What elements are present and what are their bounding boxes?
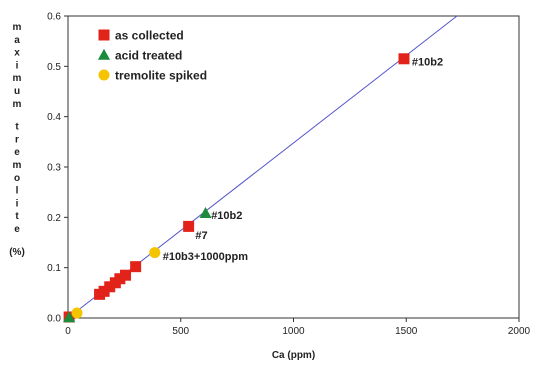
legend-label: as collected: [115, 29, 184, 43]
y-axis-title-glyph: m: [13, 160, 22, 171]
point-annotations: #10b2 #10b2 #7 #10b3+1000ppm: [163, 56, 443, 263]
y-axis-title-glyph: i: [16, 60, 19, 71]
x-axis-title: Ca (ppm): [272, 350, 315, 361]
point-as-collected: [130, 261, 142, 273]
legend-label: tremolite spiked: [115, 69, 207, 83]
annotation-label: #10b2: [412, 56, 443, 68]
y-axis-title-glyph: t: [15, 211, 19, 222]
point-as-collected: [398, 53, 410, 65]
y-tick-label: 0.5: [47, 62, 61, 73]
legend-marker-tremolite-spiked: [98, 69, 110, 81]
x-tick-label: 500: [172, 326, 189, 337]
y-axis-title-glyph: (%): [9, 247, 25, 258]
annotation-label: #10b3+1000ppm: [163, 251, 249, 263]
data-points: [63, 53, 410, 323]
y-axis-title-glyph: m: [13, 22, 22, 33]
y-tick-label: 0.4: [47, 112, 61, 123]
y-axis-title-glyph: l: [16, 186, 19, 197]
y-axis-title-glyph: x: [14, 48, 20, 59]
point-tremolite-spiked: [149, 247, 161, 259]
y-axis-title-glyph: i: [16, 198, 19, 209]
annotation-label: #10b2: [211, 210, 242, 222]
x-tick-label: 1000: [282, 326, 305, 337]
legend-marker-as-collected: [98, 29, 110, 41]
point-as-collected: [120, 269, 132, 281]
point-as-collected: [104, 281, 116, 293]
y-axis-title-glyph: r: [15, 134, 19, 145]
point-as-collected: [114, 273, 126, 285]
annotation-label: #7: [195, 230, 207, 242]
x-tick-label: 2000: [508, 326, 531, 337]
y-tick-label: 0.0: [47, 314, 61, 325]
point-as-collected: [183, 220, 195, 232]
y-tick-label: 0.2: [47, 213, 61, 224]
legend-label: acid treated: [115, 49, 182, 63]
legend: as collected acid treated tremolite spiked: [97, 29, 207, 83]
x-tick-label: 1500: [395, 326, 418, 337]
legend-marker-acid-treated: [97, 48, 111, 60]
point-as-collected: [98, 285, 110, 297]
y-axis-title-glyph: a: [14, 35, 20, 46]
point-tremolite-spiked: [71, 307, 83, 319]
y-axis-title-glyph: o: [14, 173, 20, 184]
y-axis-title-glyph: t: [15, 122, 19, 133]
y-axis-title-glyph: u: [14, 86, 20, 97]
y-tick-label: 0.6: [47, 12, 61, 23]
y-axis-title-glyph: m: [13, 99, 22, 110]
point-acid-treated: [199, 207, 212, 219]
y-tick-label: 0.1: [47, 263, 61, 274]
x-axis-ticks: 0 500 1000 1500 2000: [65, 318, 531, 337]
y-axis-title-glyph: m: [13, 73, 22, 84]
y-tick-label: 0.3: [47, 163, 61, 174]
y-axis-title-glyph: e: [14, 224, 20, 235]
x-tick-label: 0: [65, 326, 71, 337]
y-axis-ticks: 0.0 0.1 0.2 0.3 0.4 0.5 0.6: [47, 12, 68, 325]
point-acid-treated: [63, 311, 76, 323]
y-axis-title-glyph: e: [14, 147, 20, 158]
